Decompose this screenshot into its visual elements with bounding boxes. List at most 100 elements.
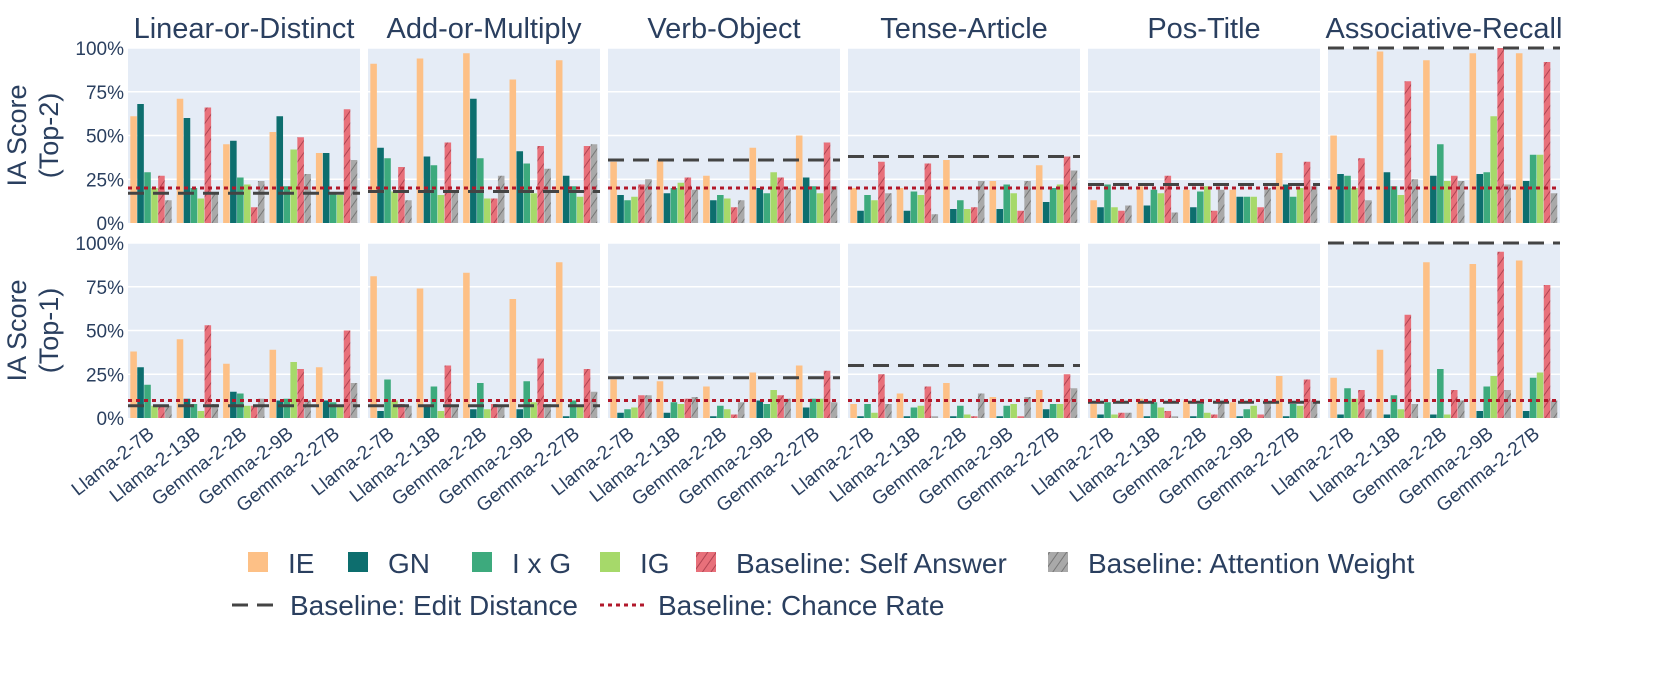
bar-ixg (237, 177, 244, 223)
bar-attn (1310, 400, 1318, 418)
bar-gn (183, 118, 191, 223)
y-tick-label: 100% (75, 39, 124, 60)
bar-ixg (569, 186, 577, 223)
bar-attn (590, 144, 598, 223)
legend-swatch-self (696, 552, 716, 572)
bar-gn (996, 209, 1004, 223)
bar-gn (423, 156, 431, 223)
bar-attn (1264, 188, 1271, 223)
bar-ie (1275, 376, 1283, 418)
bar-ie (943, 160, 950, 223)
bar-self (924, 163, 932, 223)
bar-gn (857, 210, 864, 223)
bar-ig (244, 184, 251, 223)
bar-attn (784, 398, 791, 418)
bar-self (158, 405, 165, 418)
bar-attn (691, 189, 699, 223)
bar-ixg (1289, 404, 1297, 418)
bar-ie (795, 365, 803, 418)
bar-attn (1070, 388, 1078, 418)
bar-attn (977, 181, 985, 223)
bar-ie (509, 79, 517, 223)
bar-ixg (329, 193, 337, 223)
bar-ixg (763, 404, 770, 418)
bar-self (638, 395, 645, 418)
bar-attn (304, 400, 311, 418)
bar-ixg (864, 404, 871, 418)
bar-self (823, 142, 831, 223)
bar-self (638, 184, 645, 223)
bar-self (1543, 285, 1551, 418)
bar-ixg (1390, 186, 1398, 223)
bar-self (537, 146, 544, 223)
bar-ig (530, 193, 537, 223)
bar-attn (1411, 179, 1419, 223)
legend-swatch-ig (600, 552, 620, 572)
bar-attn (1070, 170, 1078, 223)
bar-gn (756, 188, 764, 223)
bar-gn (710, 416, 717, 418)
bar-attn (830, 186, 838, 223)
bar-ig (1056, 184, 1064, 223)
bar-gn (802, 407, 810, 418)
bar-attn (451, 191, 459, 223)
bar-self (583, 369, 591, 418)
bar-gn (1190, 207, 1197, 223)
bar-ixg (430, 165, 438, 223)
bar-ig (437, 411, 445, 418)
bar-gn (1042, 409, 1050, 418)
bar-ig (631, 196, 638, 223)
bar-self (1164, 411, 1172, 418)
bar-attn (737, 402, 745, 418)
bar-self (1497, 48, 1504, 223)
bar-ixg (809, 186, 817, 223)
bar-attn (1310, 186, 1318, 223)
bar-gn (1097, 414, 1104, 418)
bar-ie (1515, 53, 1523, 223)
bar-attn (830, 402, 838, 418)
legend-swatch-ixg (472, 552, 492, 572)
bar-ie (1330, 377, 1337, 418)
bar-ixg (1243, 409, 1250, 418)
row-label: IA Score(Top-1) (2, 279, 64, 381)
bar-self (1358, 390, 1365, 418)
bar-self (730, 207, 738, 223)
bar-ie (703, 386, 710, 418)
bar-ie (130, 351, 137, 418)
bar-attn (1217, 400, 1225, 418)
bar-ixg (1344, 175, 1351, 223)
bar-attn (1217, 189, 1225, 223)
bar-ixg (1243, 196, 1250, 223)
bar-ixg (1104, 184, 1111, 223)
bar-attn (165, 200, 172, 223)
bar-attn (1024, 397, 1031, 418)
bar-ig (1296, 405, 1304, 418)
bar-attn (451, 405, 459, 418)
bar-ig (1010, 404, 1017, 418)
bar-ixg (809, 398, 817, 418)
bar-self (684, 177, 692, 223)
bar-gn (562, 416, 570, 418)
bar-ie (269, 349, 277, 418)
bar-ixg (523, 381, 530, 418)
bar-ie (370, 63, 377, 223)
bar-ie (1136, 398, 1144, 418)
bar-self (1210, 210, 1218, 223)
bar-ie (1090, 200, 1097, 223)
bar-attn (1550, 400, 1558, 418)
bar-self (1118, 412, 1125, 418)
legend-label-edit: Baseline: Edit Distance (290, 590, 578, 621)
bar-self (1404, 314, 1412, 418)
bar-ie (989, 397, 997, 418)
row-label-line2: (Top-2) (34, 93, 64, 179)
bar-ie (1275, 153, 1283, 223)
y-tick-label: 50% (86, 127, 124, 148)
bar-ie (1469, 53, 1477, 223)
y-tick-label: 0% (97, 409, 125, 430)
bar-ig (437, 195, 445, 223)
bar-self (970, 207, 978, 223)
bar-gn (470, 98, 477, 223)
bar-attn (931, 416, 939, 418)
bar-ig (1204, 186, 1211, 223)
